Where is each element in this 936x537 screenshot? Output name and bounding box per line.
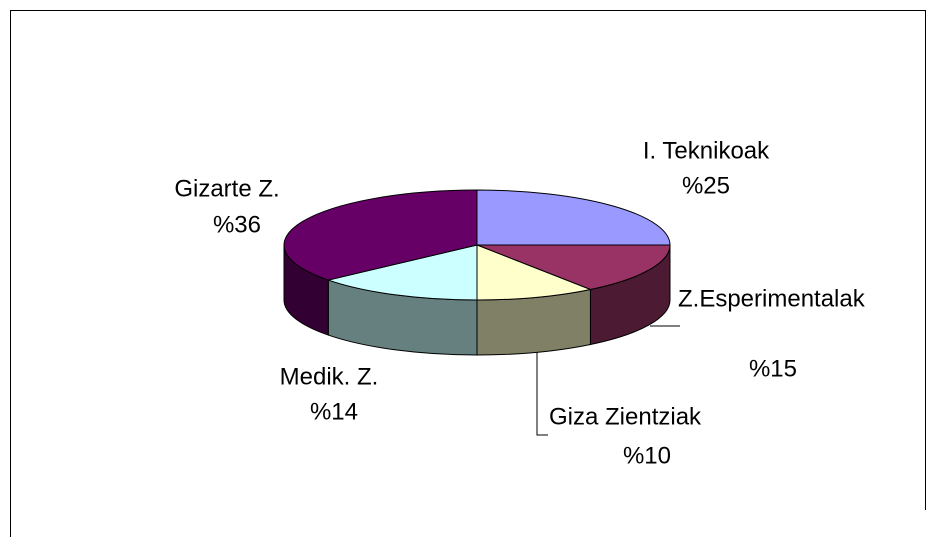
category-label: Gizarte Z.: [174, 175, 279, 202]
chart-border: [10, 10, 926, 537]
category-label: Medik. Z.: [280, 363, 379, 390]
value-label: %10: [623, 442, 671, 469]
slice: [283, 189, 478, 281]
slice: [476, 189, 671, 246]
category-label: Z.Esperimentalak: [678, 285, 866, 312]
value-label: %15: [749, 355, 797, 382]
category-label: I. Teknikoak: [643, 137, 770, 164]
leader-line: [536, 352, 548, 436]
slice: [476, 244, 671, 291]
value-label: %25: [682, 172, 730, 199]
category-label: Giza Zientziak: [549, 403, 702, 430]
value-label: %36: [213, 211, 261, 238]
value-label: %14: [310, 398, 358, 425]
slice: [326, 244, 478, 301]
slice: [476, 244, 593, 301]
